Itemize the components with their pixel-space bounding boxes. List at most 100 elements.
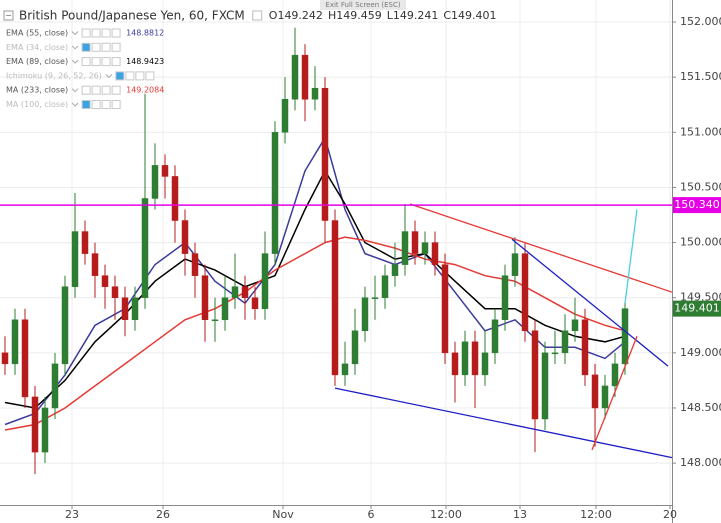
legend-icon[interactable]	[145, 71, 155, 81]
candle-body	[311, 87, 319, 100]
legend-icon[interactable]	[111, 28, 121, 38]
candle-body	[531, 330, 539, 420]
y-tick-label: 151.000	[680, 125, 721, 138]
drawings	[0, 203, 673, 459]
legend-dropdown[interactable]	[105, 74, 113, 79]
candle-body	[61, 286, 69, 365]
candle-body	[271, 132, 279, 254]
x-tick-label: 12:00	[430, 508, 462, 521]
legend-name: Ichimoku (9, 26, 52, 26)	[6, 71, 102, 80]
legend-icon[interactable]	[91, 42, 101, 52]
legend-icon[interactable]	[81, 57, 91, 67]
legend-icon[interactable]	[101, 57, 111, 67]
legend-icon[interactable]	[81, 85, 91, 95]
x-tick-label: 26	[156, 508, 170, 521]
y-tick-label: 149.000	[680, 346, 721, 359]
legend-icon[interactable]	[91, 28, 101, 38]
candle-body	[141, 198, 149, 298]
legend-icon[interactable]	[81, 42, 91, 52]
candles	[1, 27, 629, 475]
legend-icon[interactable]	[91, 100, 101, 109]
time-axis-panel	[0, 505, 672, 523]
last-price-label: 149.401	[674, 302, 720, 315]
legend-dropdown[interactable]	[71, 102, 79, 107]
legend-dropdown[interactable]	[71, 31, 79, 36]
candle-body	[261, 253, 269, 309]
hline-price-label: 150.340	[674, 198, 720, 211]
candle-body	[31, 396, 39, 453]
legend-icon[interactable]	[111, 57, 121, 67]
candle-body	[341, 363, 349, 376]
candle-body	[171, 176, 179, 221]
legend-value: 149.2084	[126, 86, 164, 95]
legend-dropdown[interactable]	[71, 45, 79, 50]
legend-icon[interactable]	[101, 42, 111, 52]
candle-body	[481, 352, 489, 376]
collapse-icon[interactable]	[3, 10, 14, 21]
y-tick-label: 151.500	[680, 70, 721, 83]
candle-body	[421, 242, 429, 254]
legend-name: MA (233, close)	[6, 86, 68, 95]
legend-dropdown[interactable]	[71, 88, 79, 93]
legend-icon[interactable]	[125, 71, 135, 81]
y-tick-label: 149.500	[680, 291, 721, 304]
candle-body	[11, 319, 19, 365]
candle-body	[621, 308, 629, 365]
hline-price-box	[673, 197, 721, 214]
x-tick-label: 23	[65, 508, 79, 521]
candle-body	[441, 264, 449, 354]
legend-icon[interactable]	[111, 85, 121, 95]
legend-icon[interactable]	[135, 71, 145, 81]
quote-value: H149.459	[328, 9, 382, 22]
candle-body	[361, 297, 369, 332]
candle-body	[251, 297, 259, 309]
x-tick-label: 12:00	[580, 508, 612, 521]
legend-icon[interactable]	[115, 71, 125, 81]
candle-body	[371, 297, 379, 299]
candle-body	[551, 352, 559, 355]
candle-body	[101, 275, 109, 287]
legend-icon[interactable]	[81, 100, 91, 109]
quote-value: O149.242	[269, 9, 323, 22]
candle-body	[201, 275, 209, 321]
candle-body	[451, 352, 459, 376]
x-tick-label: 20	[663, 508, 677, 521]
candle-body	[51, 363, 59, 409]
trend-line	[334, 387, 673, 459]
candle-body	[541, 352, 549, 420]
candle-body	[411, 231, 419, 254]
candle-body	[301, 54, 309, 100]
candle-body	[491, 319, 499, 354]
candle-body	[161, 165, 169, 177]
legend-name: MA (100, close)	[6, 100, 68, 109]
candle-body	[281, 98, 289, 133]
candle-body	[321, 87, 329, 221]
legend-icon[interactable]	[101, 85, 111, 95]
legend-icon[interactable]	[91, 57, 101, 67]
candle-body	[211, 319, 219, 322]
legend-icon[interactable]	[81, 28, 91, 38]
legend-icon[interactable]	[101, 100, 111, 109]
legend-icon[interactable]	[111, 100, 121, 109]
candle-body	[231, 286, 239, 298]
candle-body	[81, 231, 89, 254]
candle-body	[191, 253, 199, 276]
candle-body	[471, 341, 479, 376]
legend-dropdown[interactable]	[71, 59, 79, 64]
banner-box[interactable]	[320, 0, 406, 10]
candle-body	[181, 220, 189, 254]
legend-icon[interactable]	[91, 85, 101, 95]
quote-icons[interactable]	[252, 10, 263, 21]
exit-fullscreen[interactable]: Exit Full Screen (ESC)	[325, 1, 400, 9]
candle-body	[391, 264, 399, 276]
legend-icon[interactable]	[101, 28, 111, 38]
candle-body	[431, 242, 439, 265]
last-price-box	[673, 300, 721, 317]
y-tick-label: 150.500	[680, 180, 721, 193]
legend-icon[interactable]	[111, 42, 121, 52]
candle-body	[521, 253, 529, 332]
candle-body	[71, 231, 79, 287]
y-tick-label: 148.000	[680, 456, 721, 469]
